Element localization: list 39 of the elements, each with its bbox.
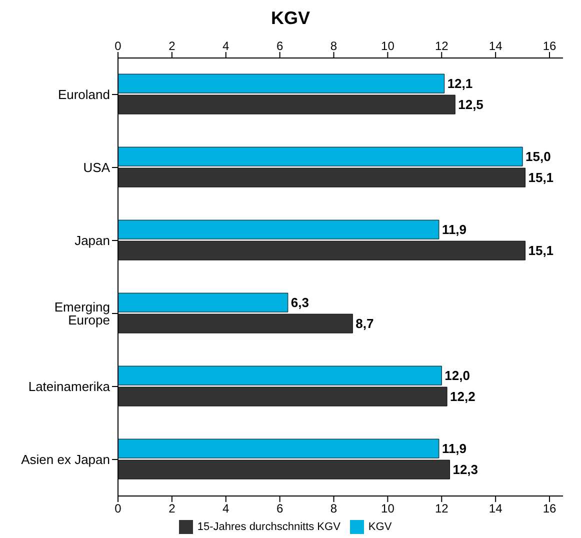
- x2-tick-label: 16: [542, 502, 557, 516]
- x2-tick-label: 0: [114, 502, 122, 516]
- data-label: 12,5: [458, 97, 484, 112]
- data-label: 15,1: [528, 243, 554, 258]
- data-label: 6,3: [290, 295, 309, 310]
- x-tick-label: 2: [168, 39, 176, 53]
- y-tick-label: Japan: [74, 233, 110, 248]
- data-label: 8,7: [356, 316, 374, 332]
- data-label: 15,1: [528, 170, 554, 186]
- legend-label: 15-Jahres durchschnitts KGV: [197, 520, 340, 533]
- x-tick-label: 0: [114, 39, 122, 53]
- legend-label: KGV: [368, 520, 392, 533]
- data-label: 12,0: [444, 368, 470, 384]
- x2-tick-label: 2: [168, 502, 176, 516]
- x-tick-label: 6: [276, 39, 284, 53]
- data-label: 15,0: [526, 149, 551, 164]
- x-tick-label: 4: [222, 39, 230, 53]
- x-tick-label: 8: [330, 39, 338, 53]
- x-tick-label: 14: [488, 39, 503, 53]
- y-tick-label: USA: [83, 160, 110, 176]
- data-label: 11,9: [442, 441, 467, 456]
- x2-tick-label: 8: [330, 502, 338, 516]
- x2-tick-label: 14: [488, 502, 503, 516]
- data-label: 11,9: [442, 222, 467, 238]
- y-tick-label: Lateinamerika: [28, 379, 111, 394]
- x2-tick-label: 10: [381, 502, 395, 516]
- x2-tick-label: 12: [434, 502, 449, 516]
- chart-title: KGV: [270, 8, 311, 30]
- data-label: 12,2: [450, 389, 476, 404]
- x2-tick-label: 4: [222, 502, 230, 516]
- y-tick-label: Euroland: [58, 87, 110, 102]
- x2-tick-label: 6: [276, 502, 284, 516]
- x-tick-label: 16: [542, 39, 557, 53]
- y-tick-label: Emerging Europe: [54, 300, 110, 328]
- data-label: 12,3: [452, 462, 478, 478]
- y-tick-label: Asien ex Japan: [21, 452, 110, 468]
- data-label: 12,1: [447, 76, 473, 92]
- x-tick-label: 10: [381, 39, 395, 53]
- x-tick-label: 12: [434, 39, 449, 53]
